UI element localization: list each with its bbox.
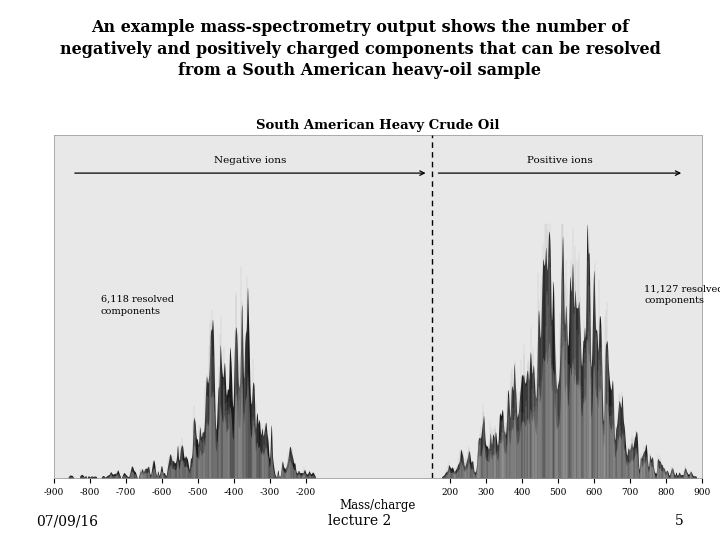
Text: 07/09/16: 07/09/16 [36,514,98,528]
Text: negatively and positively charged components that can be resolved: negatively and positively charged compon… [60,40,660,57]
Text: An example mass-spectrometry output shows the number of: An example mass-spectrometry output show… [91,19,629,36]
Text: 11,127 resolved
components: 11,127 resolved components [644,285,720,306]
Text: 5: 5 [675,514,684,528]
Text: Positive ions: Positive ions [527,157,593,165]
Title: South American Heavy Crude Oil: South American Heavy Crude Oil [256,119,500,132]
Text: lecture 2: lecture 2 [328,514,392,528]
Text: Negative ions: Negative ions [214,157,287,165]
X-axis label: Mass/charge: Mass/charge [340,500,416,512]
Text: from a South American heavy-oil sample: from a South American heavy-oil sample [179,62,541,79]
Text: 6,118 resolved
components: 6,118 resolved components [101,295,174,315]
